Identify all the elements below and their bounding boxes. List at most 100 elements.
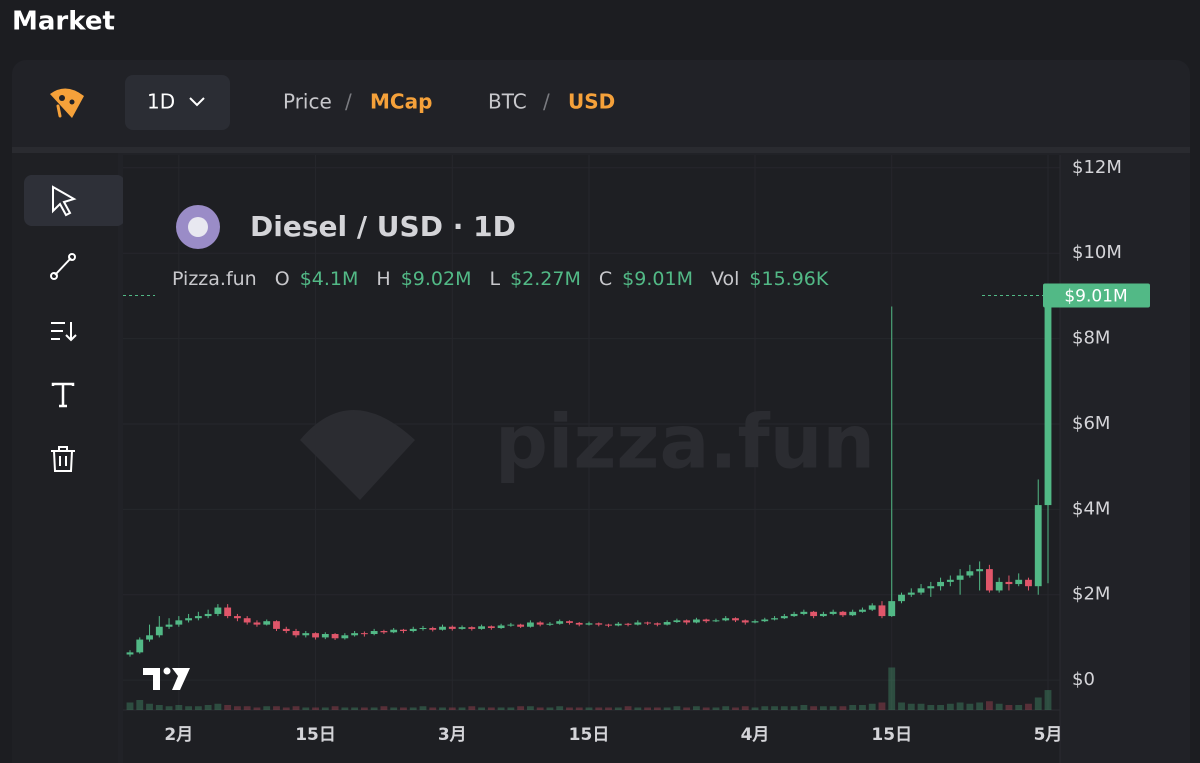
dropdown-caret <box>189 97 205 107</box>
volume-bar <box>1005 705 1013 710</box>
btc-toggle[interactable]: BTC <box>488 90 527 114</box>
legend-key: C <box>599 268 612 290</box>
volume-bar <box>663 707 671 710</box>
legend-value: $9.01M <box>622 268 693 290</box>
candle-body <box>624 623 632 625</box>
volume-bar <box>868 703 876 710</box>
candle-body <box>526 622 534 627</box>
legend-key: O <box>275 268 290 290</box>
candle-body <box>185 618 193 621</box>
candle-body <box>194 616 202 619</box>
candle-body <box>400 629 407 632</box>
legend-source: Pizza.fun <box>172 268 257 290</box>
volume-bar <box>321 707 329 710</box>
volume-bar <box>439 707 446 710</box>
candle-body <box>810 611 818 617</box>
volume-bar <box>302 707 310 710</box>
candle-body <box>331 634 339 639</box>
candle-body <box>732 618 739 621</box>
volume-bar <box>165 706 173 710</box>
candle-body <box>370 631 378 635</box>
candle-body <box>741 620 749 623</box>
candle-body <box>907 592 915 595</box>
candle-body <box>146 635 153 640</box>
volume-bar <box>839 706 847 710</box>
candle-body <box>487 626 495 629</box>
ohlc-legend: Pizza.fun O $4.1M H $9.02M L $2.27M C $9.01M Vol $… <box>172 268 829 290</box>
candle-body <box>136 639 144 653</box>
volume-bar <box>409 707 417 710</box>
volume-bar <box>390 707 398 710</box>
candle-body <box>790 613 798 617</box>
candle-body <box>390 629 398 633</box>
sort-tool[interactable] <box>51 322 77 342</box>
volume-bar <box>819 706 827 710</box>
volume-bar <box>312 707 319 710</box>
volume-bar <box>360 707 368 710</box>
y-tick-label: $0 <box>1072 669 1095 690</box>
candle-body <box>224 607 232 617</box>
volume-bar <box>712 707 720 710</box>
volume-bar <box>575 707 583 710</box>
volume-bar <box>780 706 788 710</box>
volume-bar <box>888 667 896 710</box>
volume-bar <box>146 703 153 710</box>
y-tick-label: $2M <box>1072 584 1110 605</box>
candle-body <box>663 622 671 625</box>
candle-body <box>155 626 163 636</box>
candle-body <box>575 622 583 625</box>
candle-body <box>546 623 554 625</box>
cursor-tool[interactable] <box>52 185 77 217</box>
volume-bar <box>478 707 485 710</box>
volume-bar <box>683 707 691 710</box>
volume-bar <box>468 706 476 710</box>
candle-body <box>175 620 183 625</box>
volume-bar <box>702 707 710 710</box>
volume-bar <box>634 707 642 710</box>
volume-bar <box>859 705 866 710</box>
candle-body <box>605 624 612 626</box>
candle-body <box>1025 579 1032 587</box>
text-tool[interactable] <box>51 382 75 408</box>
candle-body <box>234 616 241 619</box>
candle-body <box>409 628 417 632</box>
candle-body <box>341 635 349 639</box>
watermark: pizza.fun <box>300 400 875 500</box>
volume-bar <box>937 705 944 710</box>
volume-bar <box>556 706 564 710</box>
candle-body <box>985 569 993 591</box>
usd-toggle[interactable]: USD <box>568 90 615 114</box>
candle-body <box>1015 579 1023 585</box>
candle-body <box>292 631 300 636</box>
candle-body <box>956 575 964 580</box>
volume-bar <box>624 706 632 710</box>
candle-body <box>468 627 476 629</box>
volume-bar <box>927 705 935 710</box>
price-toggle[interactable]: Price <box>283 90 332 114</box>
mcap-toggle[interactable]: MCap <box>370 90 432 114</box>
page-title: Market <box>12 7 115 37</box>
candle-body <box>458 627 466 629</box>
x-tick-label: 3月 <box>438 725 467 745</box>
volume-bar <box>898 702 905 710</box>
volume-bar <box>693 706 700 710</box>
candle-body <box>312 633 319 638</box>
delete-tool[interactable] <box>51 446 75 472</box>
volume-bar <box>380 706 388 710</box>
tradingview-logo <box>143 667 190 690</box>
legend-value: $15.96K <box>749 268 828 290</box>
interval-dropdown[interactable] <box>125 75 230 130</box>
candle-body <box>273 621 280 629</box>
volume-bar <box>732 707 739 710</box>
candle-body <box>644 622 652 624</box>
interval-label: 1D <box>147 90 175 114</box>
candle-body <box>878 605 886 617</box>
line-tool[interactable] <box>50 253 76 280</box>
candle-body <box>1005 581 1013 585</box>
x-tick-label: 15日 <box>871 725 912 745</box>
volume-bar <box>566 707 573 710</box>
x-tick-label: 15日 <box>295 725 336 745</box>
candle-body <box>536 622 544 625</box>
y-tick-label: $8M <box>1072 328 1110 349</box>
